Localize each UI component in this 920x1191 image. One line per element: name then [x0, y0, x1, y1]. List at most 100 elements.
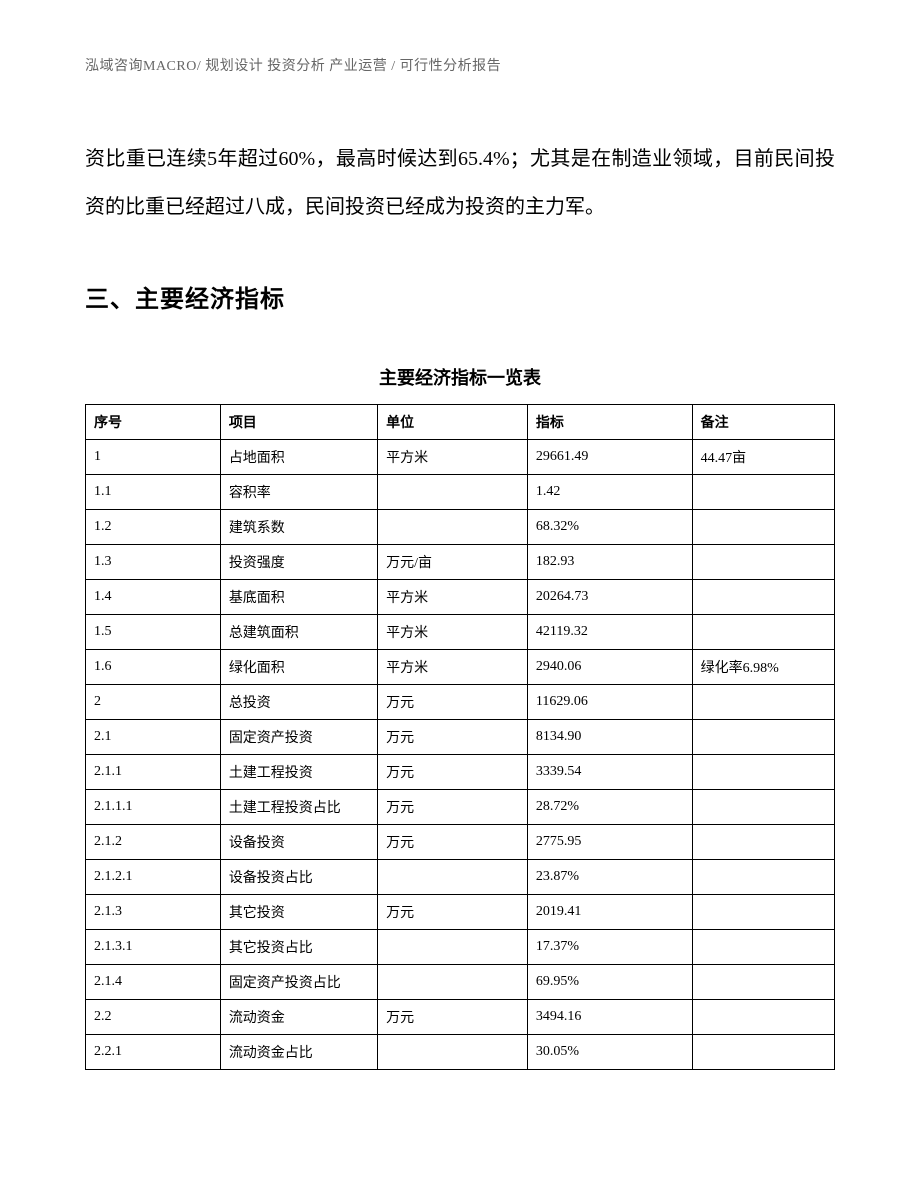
- table-cell: 总建筑面积: [220, 615, 377, 650]
- table-cell: [692, 545, 834, 580]
- table-row: 2.1.3其它投资万元2019.41: [86, 895, 835, 930]
- table-row: 1.4基底面积平方米20264.73: [86, 580, 835, 615]
- table-cell: 2940.06: [527, 650, 692, 685]
- table-cell: [692, 1035, 834, 1070]
- table-cell: 平方米: [378, 440, 528, 475]
- table-cell: 容积率: [220, 475, 377, 510]
- table-row: 2.1.4固定资产投资占比69.95%: [86, 965, 835, 1000]
- table-cell: 2.1.1.1: [86, 790, 221, 825]
- table-cell: [692, 895, 834, 930]
- table-cell: 基底面积: [220, 580, 377, 615]
- table-cell: 万元: [378, 720, 528, 755]
- col-header-value: 指标: [527, 405, 692, 440]
- table-cell: 设备投资: [220, 825, 377, 860]
- table-row: 1.6绿化面积平方米2940.06绿化率6.98%: [86, 650, 835, 685]
- table-row: 2.1.2设备投资万元2775.95: [86, 825, 835, 860]
- table-cell: 42119.32: [527, 615, 692, 650]
- table-cell: [692, 475, 834, 510]
- table-row: 1占地面积平方米29661.4944.47亩: [86, 440, 835, 475]
- table-cell: [378, 1035, 528, 1070]
- table-cell: 流动资金: [220, 1000, 377, 1035]
- table-cell: 2.2: [86, 1000, 221, 1035]
- table-cell: 1.4: [86, 580, 221, 615]
- table-cell: [692, 860, 834, 895]
- table-cell: 20264.73: [527, 580, 692, 615]
- table-cell: 1: [86, 440, 221, 475]
- table-cell: 2.1.1: [86, 755, 221, 790]
- table-cell: [378, 510, 528, 545]
- table-cell: 2.1.3: [86, 895, 221, 930]
- table-cell: 68.32%: [527, 510, 692, 545]
- table-header-row: 序号 项目 单位 指标 备注: [86, 405, 835, 440]
- table-cell: 投资强度: [220, 545, 377, 580]
- table-cell: 万元: [378, 685, 528, 720]
- table-cell: 1.42: [527, 475, 692, 510]
- table-row: 1.2建筑系数68.32%: [86, 510, 835, 545]
- table-cell: [692, 965, 834, 1000]
- table-cell: 1.3: [86, 545, 221, 580]
- table-row: 1.3投资强度万元/亩182.93: [86, 545, 835, 580]
- table-cell: [692, 755, 834, 790]
- table-cell: [692, 790, 834, 825]
- table-cell: 万元: [378, 825, 528, 860]
- table-cell: [692, 510, 834, 545]
- table-cell: [692, 685, 834, 720]
- table-cell: 2775.95: [527, 825, 692, 860]
- table-cell: 2: [86, 685, 221, 720]
- table-cell: 万元: [378, 790, 528, 825]
- table-cell: 28.72%: [527, 790, 692, 825]
- table-row: 2.1.1.1土建工程投资占比万元28.72%: [86, 790, 835, 825]
- table-cell: 2019.41: [527, 895, 692, 930]
- table-row: 2.1.2.1设备投资占比23.87%: [86, 860, 835, 895]
- table-cell: [692, 1000, 834, 1035]
- table-cell: 2.2.1: [86, 1035, 221, 1070]
- col-header-unit: 单位: [378, 405, 528, 440]
- table-cell: 总投资: [220, 685, 377, 720]
- table-cell: 1.1: [86, 475, 221, 510]
- table-cell: 流动资金占比: [220, 1035, 377, 1070]
- table-row: 2.1.3.1其它投资占比17.37%: [86, 930, 835, 965]
- table-cell: 建筑系数: [220, 510, 377, 545]
- economic-indicators-table: 序号 项目 单位 指标 备注 1占地面积平方米29661.4944.47亩1.1…: [85, 404, 835, 1070]
- table-cell: 182.93: [527, 545, 692, 580]
- col-header-item: 项目: [220, 405, 377, 440]
- table-cell: [692, 580, 834, 615]
- table-cell: 1.5: [86, 615, 221, 650]
- table-cell: 2.1.3.1: [86, 930, 221, 965]
- table-cell: [378, 965, 528, 1000]
- table-cell: 11629.06: [527, 685, 692, 720]
- table-cell: 3339.54: [527, 755, 692, 790]
- table-cell: 3494.16: [527, 1000, 692, 1035]
- page-header: 泓域咨询MACRO/ 规划设计 投资分析 产业运营 / 可行性分析报告: [85, 55, 835, 75]
- table-row: 1.5总建筑面积平方米42119.32: [86, 615, 835, 650]
- table-cell: 23.87%: [527, 860, 692, 895]
- table-cell: 2.1.4: [86, 965, 221, 1000]
- table-cell: 平方米: [378, 615, 528, 650]
- table-cell: 2.1.2: [86, 825, 221, 860]
- table-cell: 设备投资占比: [220, 860, 377, 895]
- section-heading: 三、主要经济指标: [85, 279, 835, 314]
- table-cell: 8134.90: [527, 720, 692, 755]
- table-cell: 1.6: [86, 650, 221, 685]
- table-row: 1.1容积率 1.42: [86, 475, 835, 510]
- table-row: 2.1.1土建工程投资万元3339.54: [86, 755, 835, 790]
- table-title: 主要经济指标一览表: [85, 364, 835, 390]
- body-paragraph: 资比重已连续5年超过60%，最高时候达到65.4%；尤其是在制造业领域，目前民间…: [85, 135, 835, 231]
- table-row: 2.2流动资金万元3494.16: [86, 1000, 835, 1035]
- table-cell: 其它投资: [220, 895, 377, 930]
- table-cell: 其它投资占比: [220, 930, 377, 965]
- table-cell: 固定资产投资占比: [220, 965, 377, 1000]
- table-cell: 固定资产投资: [220, 720, 377, 755]
- table-body: 1占地面积平方米29661.4944.47亩1.1容积率1.421.2建筑系数6…: [86, 440, 835, 1070]
- table-cell: [692, 825, 834, 860]
- table-row: 2.2.1流动资金占比 30.05%: [86, 1035, 835, 1070]
- table-cell: 万元: [378, 895, 528, 930]
- table-cell: 绿化率6.98%: [692, 650, 834, 685]
- table-cell: 土建工程投资占比: [220, 790, 377, 825]
- table-cell: 30.05%: [527, 1035, 692, 1070]
- table-cell: [378, 475, 528, 510]
- table-cell: 平方米: [378, 650, 528, 685]
- table-cell: [692, 930, 834, 965]
- table-row: 2总投资万元11629.06: [86, 685, 835, 720]
- table-cell: [692, 720, 834, 755]
